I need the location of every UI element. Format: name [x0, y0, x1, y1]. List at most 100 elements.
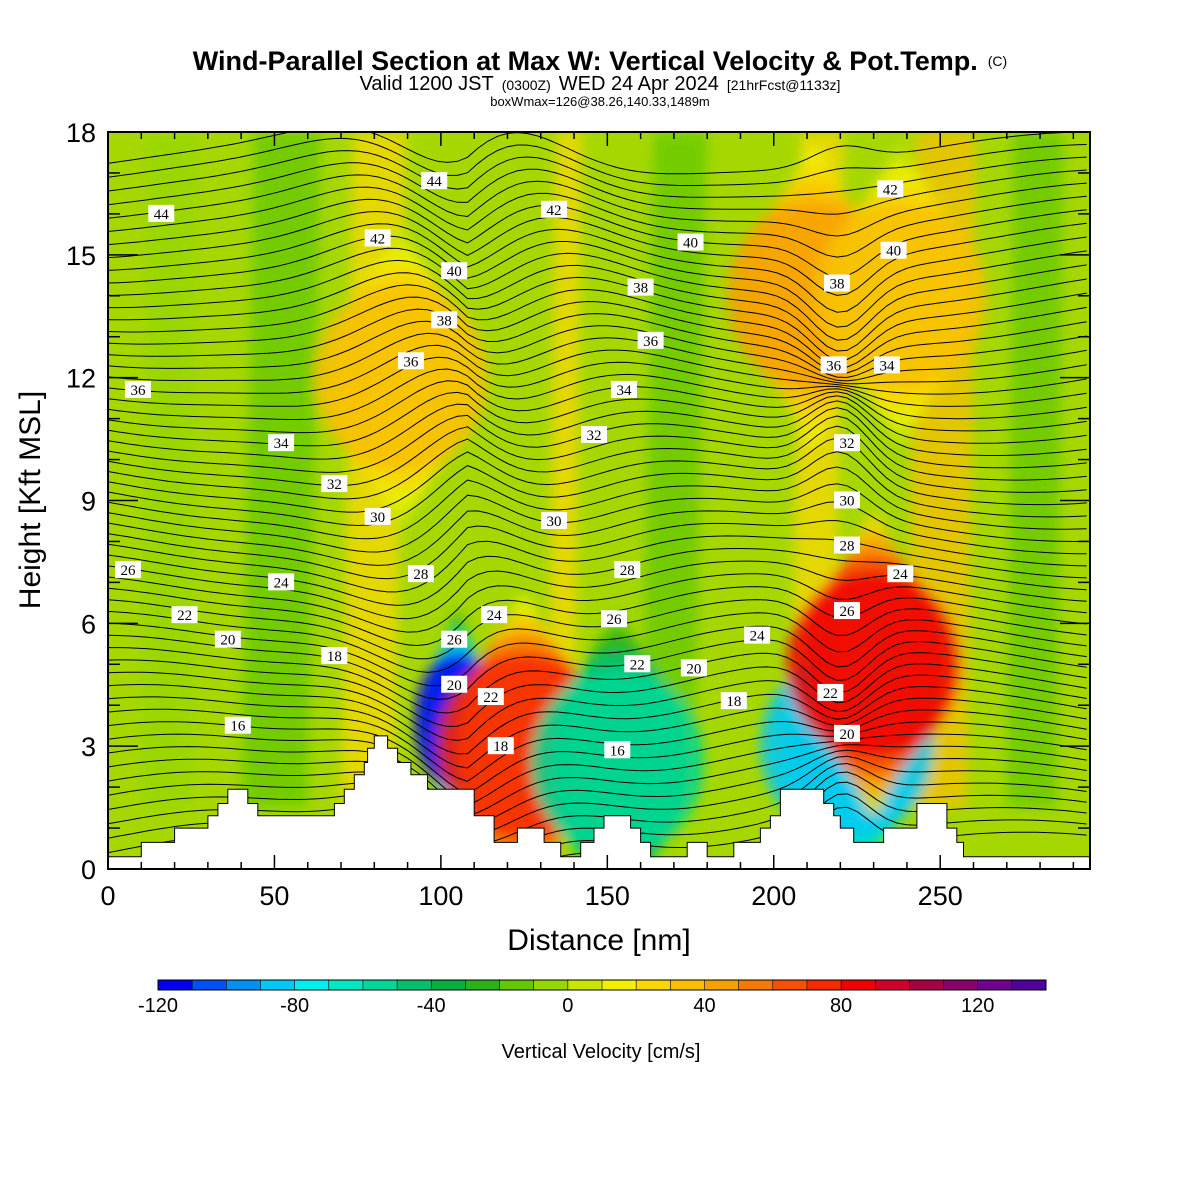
theta-contour-line — [108, 622, 1087, 687]
contour-label-text: 28 — [839, 539, 854, 555]
contour-label-text: 34 — [274, 436, 290, 452]
contour-label: 28 — [614, 561, 641, 579]
contour-label-text: 22 — [483, 690, 498, 706]
contour-label-text: 32 — [327, 477, 342, 493]
theta-contour-line — [108, 247, 1087, 341]
y-tick-label: 18 — [66, 118, 96, 148]
box-max-line: boxWmax=126@38.26,140.33,1489m — [490, 94, 710, 109]
contour-label: 32 — [581, 425, 608, 444]
y-axis-tick-labels: 0 3 6 9 12 15 18 — [66, 118, 96, 885]
colorbar-swatch — [567, 980, 603, 990]
colorbar-swatch — [977, 980, 1013, 990]
velocity-band — [1006, 132, 1064, 808]
contour-label-text: 38 — [633, 281, 648, 297]
y-tick-label: 15 — [66, 241, 96, 271]
theta-contour-line — [108, 137, 1087, 186]
theta-contour-line — [108, 721, 1087, 795]
colorbar-swatch — [670, 980, 705, 990]
contour-label-text: 24 — [487, 608, 503, 624]
theta-contour-line — [108, 296, 1087, 374]
x-tick-label: 50 — [259, 881, 289, 911]
contour-label: 30 — [364, 507, 391, 526]
contour-label-text: 30 — [370, 510, 385, 526]
colorbar-swatch — [465, 980, 501, 990]
colorbar-swatch — [841, 980, 876, 990]
colorbar-tick-label: -40 — [417, 995, 446, 1017]
contour-label-text: 26 — [839, 604, 855, 620]
contour-label-text: 42 — [547, 203, 562, 219]
contour-label: 20 — [441, 675, 468, 694]
contour-label: 16 — [224, 716, 251, 735]
y-tick-label: 0 — [81, 855, 96, 885]
contour-label: 32 — [833, 434, 860, 452]
contour-label: 34 — [610, 380, 637, 399]
velocity-band — [141, 132, 197, 808]
contour-labels: 44 44 42 42 42 40 40 40 38 38 38 36 36 36 36 34 34 34 32 32… — [114, 172, 914, 759]
theta-contour-line — [108, 749, 1087, 826]
colorbar — [157, 979, 1047, 991]
contour-label-text: 22 — [630, 657, 645, 673]
theta-contour-line — [108, 284, 1087, 368]
contour-label: 20 — [833, 724, 860, 743]
contour-label-text: 26 — [447, 633, 463, 649]
contour-label-text: 36 — [130, 383, 146, 399]
contour-label: 26 — [114, 561, 141, 579]
velocity-band — [640, 132, 708, 808]
x-axis-tick-labels: 0 50 100 150 200 250 — [100, 881, 962, 911]
contour-label-text: 24 — [750, 629, 766, 645]
contour-label: 36 — [124, 380, 151, 399]
x-tick-label: 250 — [918, 881, 963, 911]
colorbar-swatch — [158, 980, 193, 990]
colorbar-tick-label: 0 — [562, 995, 573, 1017]
contour-label: 44 — [421, 172, 448, 190]
contour-label: 40 — [441, 262, 468, 280]
x-tick-label: 100 — [418, 881, 463, 911]
contour-label: 22 — [624, 655, 651, 673]
theta-contour-line — [108, 501, 1087, 566]
y-tick-label: 3 — [81, 732, 96, 762]
contour-label: 28 — [407, 565, 434, 583]
contour-label: 32 — [321, 475, 348, 493]
theta-contour-line — [108, 483, 1087, 553]
contour-label: 30 — [541, 511, 568, 530]
theta-contour-line — [108, 198, 1087, 278]
contour-label: 26 — [441, 630, 468, 649]
contour-label-text: 18 — [726, 694, 741, 710]
contour-label: 34 — [873, 356, 900, 374]
x-tick-label: 200 — [751, 881, 796, 911]
contour-label-text: 20 — [839, 727, 854, 743]
theta-contour-line — [108, 696, 1087, 769]
theta-contour-line — [108, 272, 1087, 361]
x-axis-title: Distance [nm] — [507, 924, 690, 957]
terrain-profile — [108, 735, 1090, 869]
contour-label: 36 — [637, 331, 664, 350]
colorbar-swatch — [533, 980, 569, 990]
terrain-mask — [108, 735, 1090, 869]
colorbar-tick-labels: -120 -80 -40 0 40 80 120 — [138, 995, 994, 1017]
y-axis-title: Height [Kft MSL] — [14, 391, 47, 609]
contour-label-text: 32 — [839, 436, 854, 452]
theta-contour-line — [108, 332, 1087, 385]
colorbar-swatch — [362, 980, 398, 990]
contour-label: 26 — [833, 602, 860, 620]
contour-label: 22 — [477, 688, 504, 706]
axis-ticks — [107, 131, 1090, 870]
colorbar-title: Vertical Velocity [cm/s] — [502, 1041, 701, 1063]
contour-label-text: 42 — [370, 231, 385, 247]
colorbar-swatch — [1011, 980, 1047, 990]
theta-contour-line — [108, 320, 1087, 382]
contour-label: 36 — [820, 356, 847, 374]
theta-contour-line — [108, 683, 1087, 755]
theta-contour-line — [108, 437, 1087, 513]
contour-label-text: 32 — [587, 428, 602, 444]
y-tick-label: 9 — [81, 487, 96, 517]
contour-label: 26 — [600, 610, 627, 628]
contour-label-text: 20 — [220, 633, 235, 649]
contour-label: 24 — [268, 573, 295, 591]
contour-label-text: 34 — [616, 383, 632, 399]
colorbar-swatch — [636, 980, 671, 990]
colorbar-tick-label: 80 — [830, 995, 852, 1017]
colorbar-swatch — [226, 980, 261, 990]
colorbar-swatch — [772, 980, 808, 990]
velocity-core — [786, 570, 961, 759]
